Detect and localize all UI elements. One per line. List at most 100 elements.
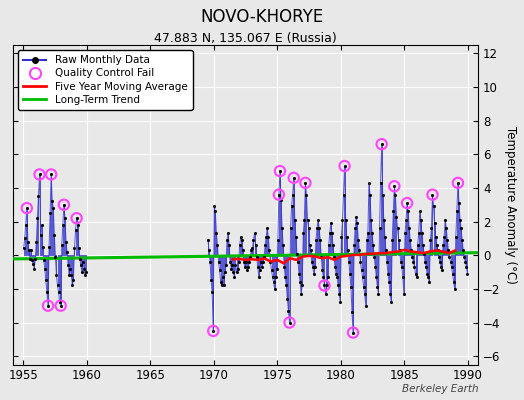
Point bbox=[211, 208, 220, 215]
Point bbox=[387, 299, 396, 306]
Point bbox=[445, 254, 454, 260]
Point bbox=[285, 319, 293, 326]
Point bbox=[263, 225, 271, 232]
Point bbox=[216, 279, 225, 285]
Point bbox=[302, 192, 311, 198]
Point bbox=[460, 254, 468, 260]
Point bbox=[257, 259, 265, 265]
Point bbox=[367, 217, 375, 223]
Point bbox=[403, 200, 411, 206]
Point bbox=[456, 217, 464, 223]
Point bbox=[462, 264, 471, 270]
Point bbox=[441, 217, 450, 223]
Point bbox=[33, 215, 41, 221]
Point bbox=[243, 267, 252, 274]
Point bbox=[426, 237, 434, 243]
Point bbox=[423, 270, 431, 277]
Point bbox=[52, 272, 61, 278]
Point bbox=[217, 282, 226, 289]
Point bbox=[290, 175, 298, 181]
Point bbox=[241, 264, 249, 270]
Point bbox=[72, 215, 81, 221]
Point bbox=[397, 259, 405, 265]
Point bbox=[65, 272, 73, 278]
Point bbox=[51, 254, 60, 260]
Point bbox=[46, 210, 54, 216]
Point bbox=[280, 264, 288, 270]
Point bbox=[401, 230, 409, 236]
Point bbox=[44, 302, 52, 309]
Point bbox=[320, 282, 329, 289]
Point bbox=[77, 262, 85, 268]
Point bbox=[240, 259, 248, 265]
Point bbox=[253, 254, 261, 260]
Point bbox=[300, 217, 309, 223]
Point bbox=[303, 217, 312, 223]
Point bbox=[209, 328, 217, 334]
Point bbox=[430, 220, 439, 226]
Point bbox=[402, 217, 410, 223]
Point bbox=[30, 266, 38, 272]
Point bbox=[79, 259, 87, 265]
Point bbox=[334, 282, 342, 289]
Point bbox=[459, 247, 467, 253]
Point bbox=[37, 222, 46, 228]
Point bbox=[326, 220, 335, 226]
Point bbox=[428, 192, 436, 198]
Point bbox=[341, 163, 349, 169]
Point bbox=[60, 202, 68, 208]
Point bbox=[81, 272, 89, 278]
Point bbox=[333, 274, 341, 280]
Point bbox=[398, 264, 406, 270]
Point bbox=[313, 225, 321, 232]
Point bbox=[246, 254, 255, 260]
Point bbox=[288, 203, 296, 210]
Point bbox=[312, 237, 320, 243]
Point bbox=[267, 267, 276, 274]
Point bbox=[27, 247, 35, 253]
Point bbox=[278, 225, 286, 232]
Point bbox=[444, 247, 453, 253]
Point bbox=[43, 289, 51, 296]
Point bbox=[74, 245, 83, 252]
Point bbox=[307, 247, 315, 253]
Point bbox=[296, 279, 304, 285]
Point bbox=[47, 171, 56, 178]
Point bbox=[391, 192, 400, 198]
Point bbox=[315, 225, 323, 232]
Point bbox=[316, 237, 324, 243]
Point bbox=[69, 277, 78, 284]
Point bbox=[449, 270, 457, 277]
Point bbox=[409, 259, 418, 265]
Point bbox=[457, 225, 465, 232]
Point bbox=[250, 230, 259, 236]
Point bbox=[447, 264, 456, 270]
Point bbox=[384, 270, 392, 277]
Point bbox=[403, 200, 411, 206]
Point bbox=[35, 171, 43, 178]
Point bbox=[375, 225, 384, 232]
Point bbox=[376, 180, 385, 186]
Point bbox=[45, 244, 53, 250]
Point bbox=[320, 282, 329, 289]
Point bbox=[433, 247, 442, 253]
Point bbox=[49, 205, 58, 211]
Point bbox=[23, 205, 31, 211]
Point bbox=[232, 269, 241, 275]
Point bbox=[66, 266, 74, 272]
Point bbox=[400, 291, 408, 297]
Point bbox=[442, 225, 451, 232]
Point bbox=[71, 227, 80, 233]
Point bbox=[317, 254, 325, 260]
Point bbox=[378, 192, 387, 198]
Point bbox=[34, 193, 42, 200]
Point bbox=[249, 237, 258, 243]
Point bbox=[368, 230, 376, 236]
Point bbox=[23, 205, 31, 211]
Point bbox=[32, 238, 40, 245]
Point bbox=[416, 208, 424, 215]
Point bbox=[414, 230, 423, 236]
Point bbox=[458, 237, 466, 243]
Point bbox=[394, 225, 402, 232]
Point bbox=[396, 247, 404, 253]
